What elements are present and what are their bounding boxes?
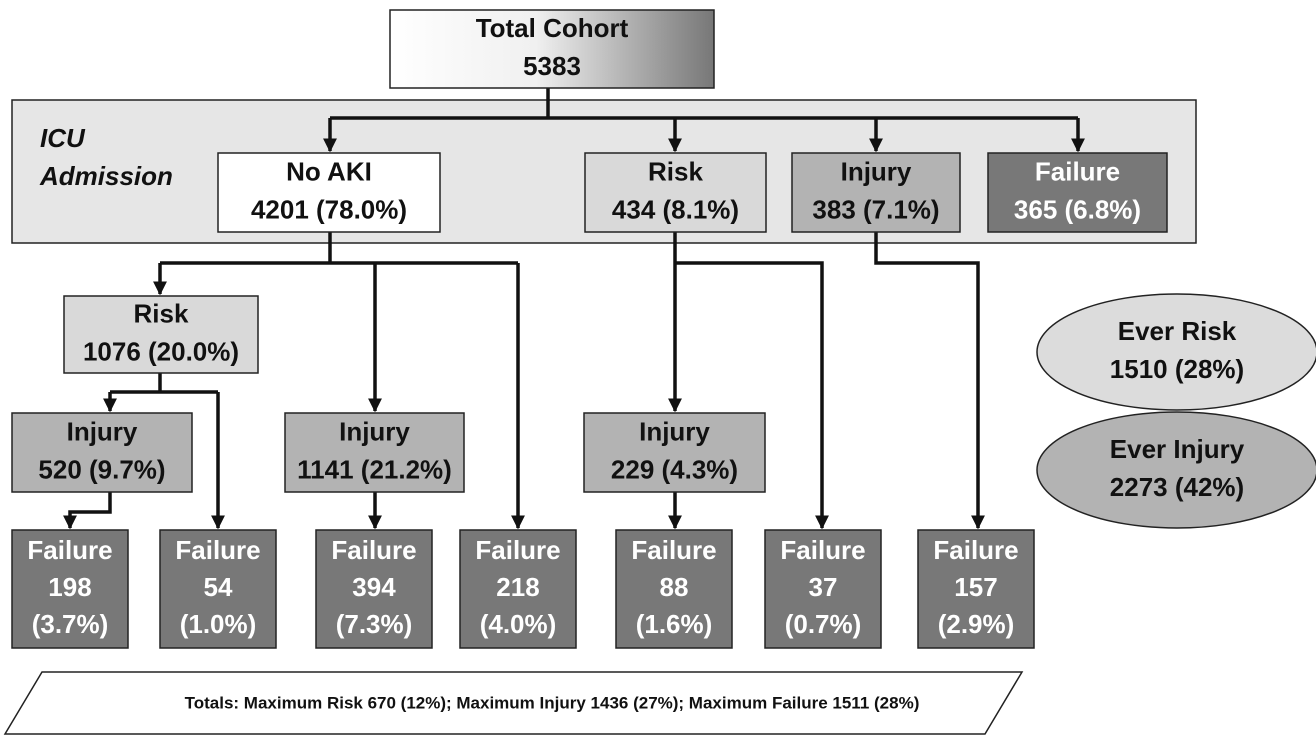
node-text: Injury bbox=[841, 156, 912, 186]
node-text: 4201 (78.0%) bbox=[251, 194, 407, 224]
node-text: (2.9%) bbox=[938, 609, 1015, 639]
node-text: Failure bbox=[331, 535, 416, 565]
node-box bbox=[389, 9, 715, 89]
node-text: 5383 bbox=[523, 51, 581, 81]
node-text: Failure bbox=[27, 535, 112, 565]
node-text: Failure bbox=[475, 535, 560, 565]
node-text: Ever Injury bbox=[1110, 434, 1245, 464]
node-text: 2273 (42%) bbox=[1110, 472, 1244, 502]
node-box bbox=[63, 295, 259, 374]
node-text: (7.3%) bbox=[336, 609, 413, 639]
node-text: (0.7%) bbox=[785, 609, 862, 639]
node-box bbox=[764, 529, 882, 649]
node-box bbox=[615, 529, 733, 649]
node-text: Failure bbox=[933, 535, 1018, 565]
node-text: 1076 (20.0%) bbox=[83, 336, 239, 366]
node-text: 198 bbox=[48, 572, 91, 602]
node-text: 394 bbox=[352, 572, 396, 602]
node-box bbox=[584, 152, 767, 233]
node-box bbox=[284, 412, 465, 493]
node-text: 229 (4.3%) bbox=[611, 454, 738, 484]
footer-box bbox=[3, 671, 1024, 735]
node-text: 1510 (28%) bbox=[1110, 354, 1244, 384]
node-text: Injury bbox=[67, 416, 138, 446]
node-box bbox=[315, 529, 433, 649]
node-text: 520 (9.7%) bbox=[38, 454, 165, 484]
node-box bbox=[217, 152, 441, 233]
side-label: Admission bbox=[39, 161, 173, 191]
node-text: 218 bbox=[496, 572, 539, 602]
node-text: 383 (7.1%) bbox=[812, 194, 939, 224]
node-box bbox=[459, 529, 577, 649]
node-text: 1141 (21.2%) bbox=[297, 454, 452, 484]
node-text: Failure bbox=[631, 535, 716, 565]
node-text: 157 bbox=[954, 572, 997, 602]
node-box bbox=[987, 152, 1168, 233]
node-text: 434 (8.1%) bbox=[612, 194, 739, 224]
node-text: (1.0%) bbox=[180, 609, 257, 639]
node-text: Risk bbox=[134, 298, 189, 328]
node-text: 37 bbox=[809, 572, 838, 602]
side-label: ICU bbox=[40, 123, 86, 153]
node-text: Ever Risk bbox=[1118, 316, 1237, 346]
node-text: Injury bbox=[339, 416, 410, 446]
node-text: (4.0%) bbox=[480, 609, 557, 639]
node-text: Injury bbox=[639, 416, 710, 446]
node-box bbox=[159, 529, 277, 649]
node-text: Failure bbox=[780, 535, 865, 565]
node-text: (3.7%) bbox=[32, 609, 109, 639]
ellipse-node bbox=[1036, 293, 1316, 411]
node-text: No AKI bbox=[286, 156, 372, 186]
ellipse-node bbox=[1036, 411, 1316, 529]
node-box bbox=[11, 412, 193, 493]
node-box bbox=[583, 412, 766, 493]
node-text: 54 bbox=[204, 572, 233, 602]
node-text: Failure bbox=[1035, 156, 1120, 186]
connectors bbox=[63, 88, 1085, 530]
node-box bbox=[791, 152, 961, 233]
node-text: 365 (6.8%) bbox=[1014, 194, 1141, 224]
node-text: 88 bbox=[660, 572, 689, 602]
node-box bbox=[11, 529, 129, 649]
node-text: (1.6%) bbox=[636, 609, 713, 639]
node-text: Failure bbox=[175, 535, 260, 565]
node-text: Risk bbox=[648, 156, 703, 186]
node-text: Total Cohort bbox=[476, 13, 629, 43]
footer-text: Totals: Maximum Risk 670 (12%); Maximum … bbox=[185, 693, 920, 712]
node-box bbox=[917, 529, 1035, 649]
